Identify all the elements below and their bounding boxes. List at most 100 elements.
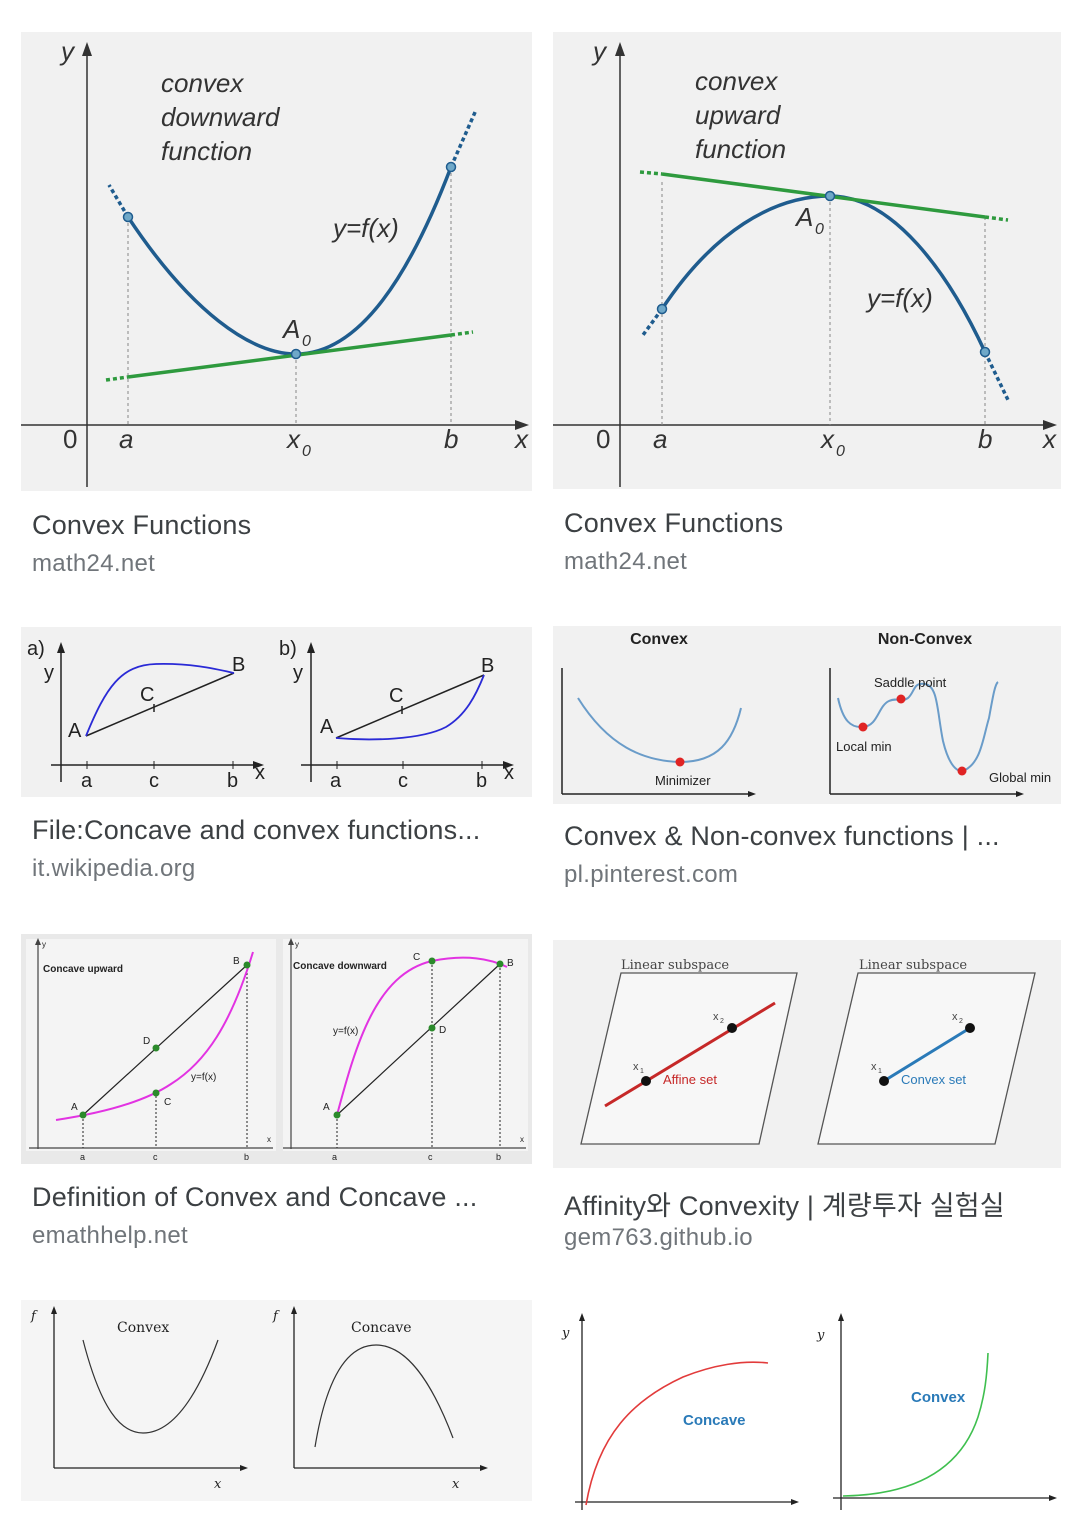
- result-card[interactable]: Convex Non-Convex Minimizer Saddle point…: [553, 626, 1061, 901]
- result-thumbnail[interactable]: y Concave y Convex: [553, 1305, 1061, 1516]
- result-source: gem763.github.io: [564, 1224, 753, 1251]
- annotation-label: Saddle point: [874, 675, 947, 690]
- caption-line: upward: [695, 100, 782, 130]
- result-title[interactable]: Convex Functions: [564, 508, 784, 538]
- axis-label-y: y: [816, 1328, 825, 1343]
- point-label: A: [794, 202, 813, 232]
- point-label: A: [281, 314, 300, 344]
- result-card[interactable]: Concave upward y x y=f(x) A B C D a c b …: [21, 934, 532, 1264]
- curve-label: Concave: [683, 1412, 746, 1429]
- caption-line: downward: [161, 102, 281, 132]
- panel-heading: Concave downward: [293, 961, 387, 972]
- axis-label-y: y: [44, 662, 54, 684]
- result-card[interactable]: y Concave y Convex: [553, 1305, 1061, 1516]
- origin-label: 0: [596, 424, 610, 454]
- axis-label-f: f: [272, 1309, 280, 1324]
- caption-line: function: [161, 136, 252, 166]
- result-thumbnail[interactable]: y x 0 a x 0 b convex downward function y…: [21, 32, 532, 491]
- point-label-sub: 0: [815, 221, 824, 238]
- point-label-x2-sub: 2: [959, 1018, 963, 1025]
- axis-label-y: y: [561, 1326, 570, 1341]
- result-title[interactable]: Convex Functions: [32, 510, 252, 540]
- axis-label-x: x: [513, 424, 529, 454]
- axis-label-y: y: [591, 36, 608, 66]
- concave-convex-curves: y Concave y Convex: [561, 1313, 1057, 1510]
- axis-label-x: x: [1041, 424, 1057, 454]
- curve-label: Convex: [911, 1389, 966, 1406]
- result-thumbnail[interactable]: Convex Non-Convex Minimizer Saddle point…: [553, 626, 1061, 804]
- panel-heading: Linear subspace: [621, 958, 729, 973]
- result-card[interactable]: Linear subspace Linear subspace x 1 x 2 …: [553, 940, 1061, 1270]
- curve-label: y=f(x): [865, 283, 933, 313]
- point-label-b: B: [233, 956, 240, 967]
- result-title[interactable]: Convex & Non-convex functions | ...: [564, 821, 1000, 851]
- tick-label-a: a: [119, 424, 133, 454]
- caption-line: convex: [161, 68, 244, 98]
- result-source: it.wikipedia.org: [32, 855, 196, 882]
- point-label-c: C: [413, 952, 420, 963]
- result-thumbnail[interactable]: f x Convex f x Concave: [21, 1300, 532, 1501]
- set-label: Convex set: [901, 1072, 966, 1087]
- result-title[interactable]: File:Concave and convex functions...: [32, 815, 481, 845]
- tick-label-a: a: [653, 424, 667, 454]
- tick-label-b: b: [244, 1152, 249, 1162]
- result-card[interactable]: y x 0 a x 0 b convex upward function y=f…: [553, 32, 1061, 592]
- point-label-b: B: [481, 655, 494, 677]
- convex-nonconvex-graph: Convex Non-Convex Minimizer Saddle point…: [561, 631, 1051, 797]
- tick-label-x0-sub: 0: [302, 443, 311, 460]
- axis-label-y: y: [59, 36, 76, 66]
- point-label-x1-sub: 1: [640, 1068, 644, 1075]
- origin-label: 0: [63, 424, 77, 454]
- point-label-b: B: [232, 654, 245, 676]
- tick-label-c: c: [428, 1152, 433, 1162]
- result-thumbnail[interactable]: a) y x A B C a c b b) y x A B C a c: [21, 627, 532, 797]
- convex-concave-sketch: f x Convex f x Concave: [30, 1306, 488, 1492]
- annotation-label: Global min: [989, 770, 1051, 785]
- result-thumbnail[interactable]: Concave upward y x y=f(x) A B C D a c b …: [21, 934, 532, 1164]
- concave-up-down-graph: Concave upward y x y=f(x) A B C D a c b …: [26, 938, 528, 1162]
- panel-tag: b): [279, 638, 297, 660]
- axis-label-x: x: [504, 762, 514, 784]
- axis-label-x: x: [267, 1135, 271, 1144]
- result-source: math24.net: [564, 548, 688, 575]
- axis-label-x: x: [255, 762, 265, 784]
- point-label-a: A: [71, 1102, 78, 1113]
- concave-convex-wikipedia-graph: a) y x A B C a c b b) y x A B C a c: [27, 638, 514, 792]
- convex-downward-graph: y x 0 a x 0 b convex downward function y…: [21, 36, 529, 487]
- result-source: emathhelp.net: [32, 1222, 189, 1249]
- tick-label-x0-sub: 0: [836, 443, 845, 460]
- tick-label-b: b: [227, 770, 238, 792]
- point-label-x2: x: [713, 1011, 719, 1023]
- point-label-a: A: [323, 1102, 330, 1113]
- tick-label-c: c: [153, 1152, 158, 1162]
- point-label-x1-sub: 1: [878, 1068, 882, 1075]
- axis-label-f: f: [30, 1309, 38, 1324]
- point-label-a: A: [320, 716, 334, 738]
- result-title[interactable]: Definition of Convex and Concave ...: [32, 1182, 478, 1212]
- tick-label-b: b: [444, 424, 458, 454]
- tick-label-a: a: [81, 770, 93, 792]
- point-label-d: D: [439, 1025, 446, 1036]
- tick-label-x0: x: [285, 424, 301, 454]
- affine-convex-set-graph: Linear subspace Linear subspace x 1 x 2 …: [580, 958, 1036, 1145]
- panel-heading: Concave: [351, 1320, 412, 1336]
- tick-label-a: a: [80, 1152, 85, 1162]
- result-card[interactable]: a) y x A B C a c b b) y x A B C a c: [21, 627, 532, 897]
- result-card[interactable]: y x 0 a x 0 b convex downward function y…: [21, 32, 532, 592]
- point-label-c: C: [140, 684, 154, 706]
- caption-line: convex: [695, 66, 778, 96]
- curve-label: y=f(x): [333, 1026, 358, 1037]
- tick-label-c: c: [149, 770, 159, 792]
- tick-label-b: b: [978, 424, 992, 454]
- panel-heading: Convex: [630, 631, 688, 648]
- result-thumbnail[interactable]: y x 0 a x 0 b convex upward function y=f…: [553, 32, 1061, 489]
- curve-label: y=f(x): [331, 213, 399, 243]
- result-card[interactable]: f x Convex f x Concave: [21, 1300, 532, 1516]
- set-label: Affine set: [663, 1072, 717, 1087]
- tick-label-x0: x: [819, 424, 835, 454]
- result-thumbnail[interactable]: Linear subspace Linear subspace x 1 x 2 …: [553, 940, 1061, 1168]
- point-label-x1: x: [871, 1061, 877, 1073]
- result-title[interactable]: Affinity와 Convexity | 계량투자 실험실: [564, 1191, 1005, 1221]
- panel-heading: Non-Convex: [878, 631, 972, 648]
- tick-label-a: a: [330, 770, 342, 792]
